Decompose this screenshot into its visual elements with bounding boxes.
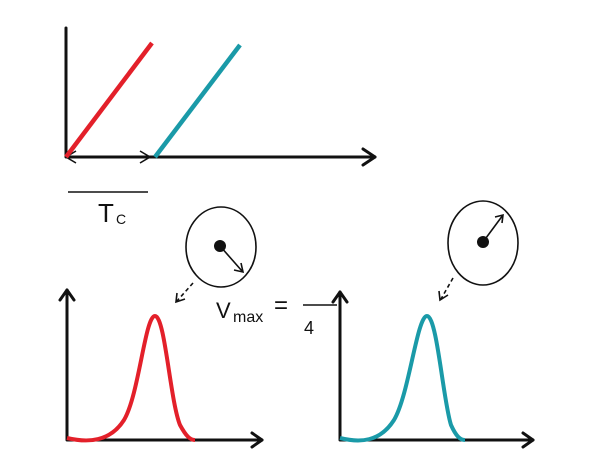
dashed-pointer-head [175,292,186,304]
denominator: 4 [304,318,314,338]
velocity-subscript: max [233,309,263,326]
dashed-pointer-head [438,290,449,302]
velocity-label: V [216,298,231,323]
formula: V max = 4 [216,292,337,338]
cell-right [438,200,519,302]
teal-pulse [339,313,466,443]
teal-line [153,43,242,159]
red-pulse [66,313,196,443]
arrowheads [331,290,535,449]
top-axes: T C [64,26,377,228]
arrowheads [58,288,264,449]
cell-left [175,206,257,304]
equals-sign: = [274,292,288,319]
bottom-right-plot [331,290,535,449]
bottom-left-plot [58,288,264,449]
interval-arrow [64,150,152,164]
cell-outline [447,200,519,286]
arrow [219,245,245,274]
period-subscript: C [116,211,126,227]
period-label: T [98,198,114,228]
axis [338,290,535,442]
arrow [482,213,504,243]
dashed-pointer [176,282,194,302]
arrowhead [361,147,377,167]
red-line [64,41,154,159]
cell-outline [185,206,257,288]
